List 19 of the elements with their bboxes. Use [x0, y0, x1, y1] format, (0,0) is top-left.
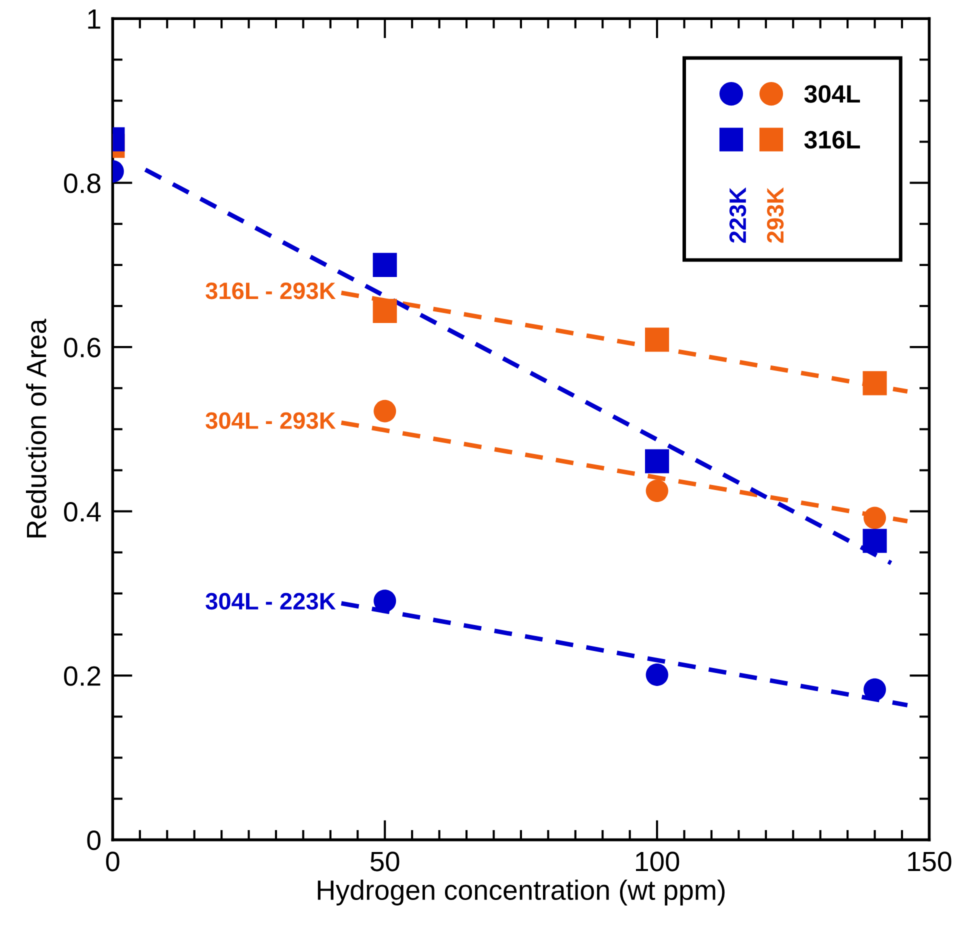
- y-tick-label: 0: [87, 830, 100, 850]
- annotation: 316L - 293K: [206, 282, 336, 300]
- y-tick-label: 0.8: [64, 173, 100, 194]
- x-tick-label: 150: [908, 852, 952, 872]
- y-axis-title: Reduction of Area: [26, 318, 46, 538]
- y-tick-label: 0.2: [64, 666, 100, 686]
- legend-label: 304L: [804, 85, 860, 103]
- x-tick-label: 100: [636, 852, 680, 872]
- annotation: 304L - 223K: [206, 592, 336, 610]
- legend-label: 316L: [804, 130, 860, 149]
- y-tick-label: 0.6: [64, 338, 100, 358]
- x-axis-title: Hydrogen concentration (wt ppm): [318, 880, 725, 906]
- x-tick-label: 50: [370, 852, 400, 872]
- annotation: 223K: [729, 187, 746, 243]
- annotation: 293K: [766, 187, 784, 243]
- x-tick-label: 0: [106, 852, 120, 872]
- y-tick-label: 1: [88, 10, 100, 29]
- annotation: 304L - 293K: [206, 412, 336, 429]
- y-tick-label: 0.4: [64, 502, 101, 522]
